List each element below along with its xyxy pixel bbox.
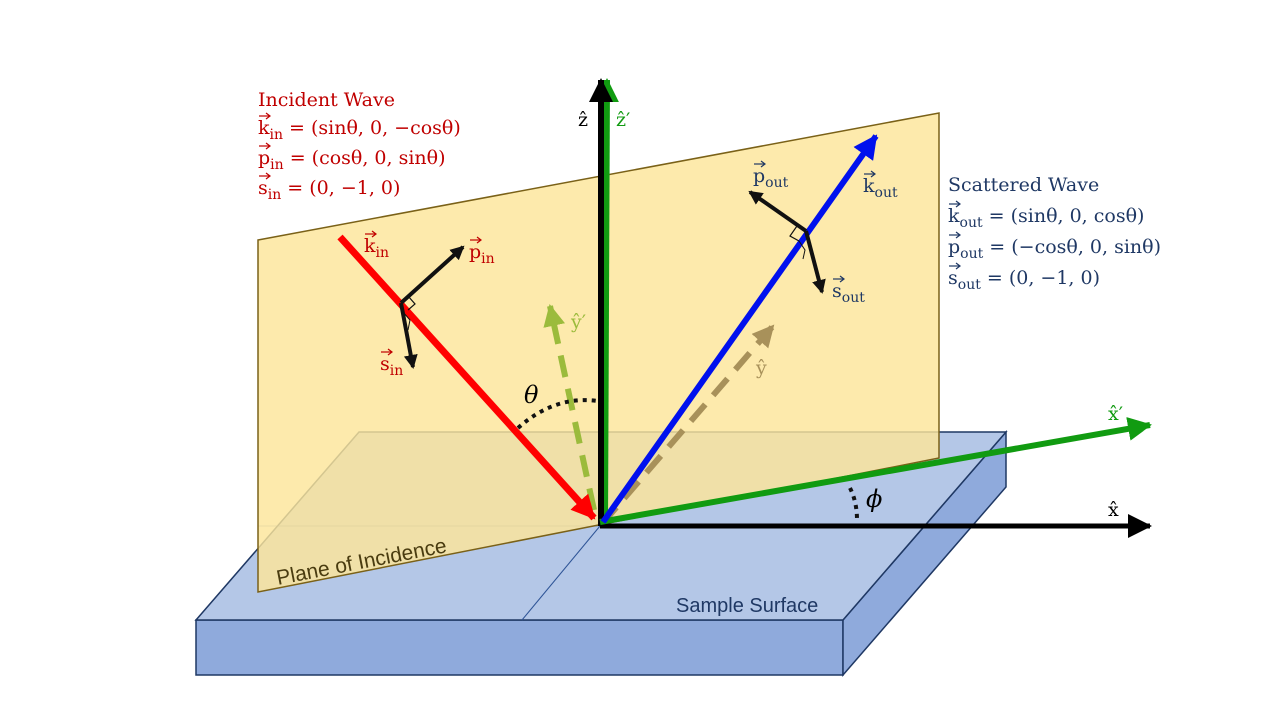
p-out-label: pout <box>753 160 789 191</box>
svg-text:sin = (0, −1, 0): sin = (0, −1, 0) <box>258 177 400 203</box>
equation-rhs: = (0, −1, 0) <box>981 267 1100 289</box>
incident-p-equation: pin = (cosθ, 0, sinθ) <box>258 147 446 173</box>
svg-text:sout = (0, −1, 0): sout = (0, −1, 0) <box>948 267 1100 293</box>
vec-subscript: out <box>960 215 983 231</box>
p-out-vector <box>748 190 808 233</box>
z-prime-axis <box>594 78 619 525</box>
svg-text:kout = (sinθ, 0, cosθ): kout = (sinθ, 0, cosθ) <box>948 205 1144 231</box>
equation-rhs: = (cosθ, 0, sinθ) <box>284 147 446 169</box>
y-hat-label: ŷ <box>755 357 767 379</box>
y-axis <box>599 324 776 526</box>
vec-subscript: in <box>481 251 495 267</box>
phi-label: ϕ <box>866 485 882 513</box>
vec-symbol: k <box>258 117 270 139</box>
vec-subscript: out <box>958 277 981 293</box>
vec-symbol: k <box>364 235 376 257</box>
p-in-vector <box>399 245 465 305</box>
right-angle-in <box>407 295 416 311</box>
vec-symbol: s <box>832 280 842 302</box>
svg-text:pin: pin <box>469 241 495 267</box>
z-prime-label: ẑ′ <box>616 109 630 131</box>
p-in-label: pin <box>469 236 495 267</box>
k-out-label: kout <box>863 170 898 201</box>
k-out-vector <box>600 134 879 524</box>
x-prime-axis <box>599 417 1152 525</box>
svg-text:pin = (cosθ, 0, sinθ): pin = (cosθ, 0, sinθ) <box>258 147 446 173</box>
sample-surface-label: Sample Surface <box>676 595 818 617</box>
incident-vector-overarrows <box>259 112 271 180</box>
incident-wave-title: Incident Wave <box>258 89 395 111</box>
vec-subscript: out <box>842 290 865 306</box>
vec-symbol: p <box>258 147 270 169</box>
scattered-k-equation: kout = (sinθ, 0, cosθ) <box>948 205 1144 231</box>
svg-text:kin: kin <box>364 235 389 261</box>
vec-subscript: out <box>960 246 983 262</box>
vec-subscript: in <box>390 363 404 379</box>
right-angle-in-2 <box>402 311 411 331</box>
right-angle-out <box>789 225 800 242</box>
theta-label: θ <box>524 381 539 409</box>
equation-rhs: = (sinθ, 0, cosθ) <box>983 205 1145 227</box>
vec-subscript: out <box>765 175 788 191</box>
s-in-label: sin <box>380 348 403 379</box>
vec-subscript: in <box>270 127 284 143</box>
x-prime-label: x̂′ <box>1108 403 1123 425</box>
vec-symbol: s <box>948 267 958 289</box>
vec-subscript: in <box>270 157 284 173</box>
k-in-label: kin <box>364 230 389 261</box>
vec-subscript: in <box>376 245 390 261</box>
svg-text:sin: sin <box>380 353 403 379</box>
vec-symbol: p <box>753 165 765 187</box>
vec-subscript: out <box>875 185 898 201</box>
scattered-p-equation: pout = (−cosθ, 0, sinθ) <box>948 236 1161 262</box>
phi-arc <box>848 487 859 521</box>
equation-rhs: = (−cosθ, 0, sinθ) <box>983 236 1161 258</box>
svg-text:pout: pout <box>753 165 789 191</box>
s-in-vector <box>399 302 418 369</box>
svg-text:kout: kout <box>863 175 898 201</box>
scattered-vector-overarrows <box>949 200 961 270</box>
surface-center-line <box>521 525 601 621</box>
y-prime-label: ŷ′ <box>570 311 586 333</box>
s-out-label: sout <box>832 275 865 306</box>
scattered-wave-title: Scattered Wave <box>948 174 1099 196</box>
vec-symbol: p <box>469 241 481 263</box>
incident-k-equation: kin = (sinθ, 0, −cosθ) <box>258 117 461 143</box>
vec-symbol: k <box>948 205 960 227</box>
vec-subscript: in <box>268 187 282 203</box>
equation-rhs: = (sinθ, 0, −cosθ) <box>283 117 461 139</box>
y-prime-axis <box>543 304 597 511</box>
svg-text:pout = (−cosθ, 0, sinθ): pout = (−cosθ, 0, sinθ) <box>948 236 1161 262</box>
theta-arc <box>516 398 599 430</box>
vec-symbol: p <box>948 236 960 258</box>
s-out-vector <box>804 230 826 294</box>
vec-symbol: k <box>863 175 875 197</box>
equation-rhs: = (0, −1, 0) <box>281 177 400 199</box>
vec-symbol: s <box>380 353 390 375</box>
svg-text:sout: sout <box>832 280 865 306</box>
vec-symbol: s <box>258 177 268 199</box>
svg-text:kin = (sinθ, 0, −cosθ): kin = (sinθ, 0, −cosθ) <box>258 117 461 143</box>
right-angle-out-2 <box>798 240 806 260</box>
surface-front-face <box>195 619 844 676</box>
scattered-s-equation: sout = (0, −1, 0) <box>948 267 1100 293</box>
incident-s-equation: sin = (0, −1, 0) <box>258 177 400 203</box>
x-hat-label: x̂ <box>1108 499 1119 521</box>
k-in-vector <box>337 234 597 521</box>
z-hat-label: ẑ <box>578 109 588 131</box>
